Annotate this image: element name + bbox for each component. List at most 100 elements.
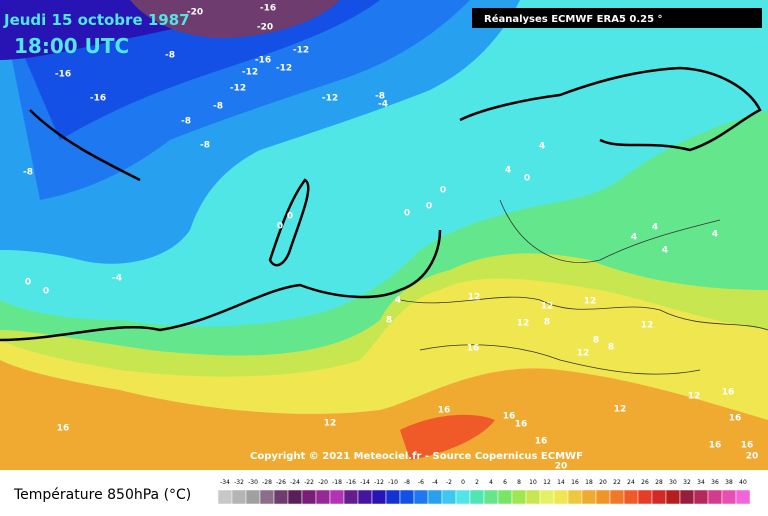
legend-tick-label: -10	[388, 479, 398, 486]
legend-tick-label: 12	[543, 479, 551, 486]
legend-tick-label: 14	[557, 479, 565, 486]
legend-tick-label: -8	[404, 479, 410, 486]
contour-label: -12	[322, 94, 338, 104]
contour-label: 0	[287, 212, 293, 222]
contour-label: -16	[260, 4, 276, 14]
legend-tick-label: -2	[446, 479, 452, 486]
contour-label: 0	[43, 287, 49, 297]
contour-label: -16	[90, 94, 106, 104]
legend-swatch	[721, 489, 737, 505]
contour-label: 4	[539, 142, 545, 152]
legend-tick-label: 22	[613, 479, 621, 486]
contour-label: 16	[709, 441, 722, 451]
legend-swatch	[567, 489, 583, 505]
legend-tick-label: 26	[641, 479, 649, 486]
legend-tick-label: 30	[669, 479, 677, 486]
legend-swatch	[497, 489, 513, 505]
legend-swatch	[539, 489, 555, 505]
contour-label: 8	[544, 318, 550, 328]
legend-swatch	[315, 489, 331, 505]
contour-label: 12	[688, 392, 701, 402]
legend-tick-label: -4	[432, 479, 438, 486]
legend-tick-label: -16	[346, 479, 356, 486]
contour-label: 12	[614, 405, 627, 415]
legend-swatch	[441, 489, 457, 505]
contour-label: 16	[503, 412, 516, 422]
contour-label: 0	[25, 278, 31, 288]
contour-label: -12	[230, 84, 246, 94]
temperature-field	[0, 0, 768, 470]
legend-swatch	[329, 489, 345, 505]
legend-tick-label: -34	[220, 479, 230, 486]
contour-label: -20	[187, 8, 203, 18]
legend-swatch	[637, 489, 653, 505]
legend-tick-label: 16	[571, 479, 579, 486]
legend-tick-label: -14	[360, 479, 370, 486]
legend-swatch	[371, 489, 387, 505]
contour-label: -8	[375, 92, 385, 102]
contour-label: 4	[652, 223, 658, 233]
legend-swatch	[623, 489, 639, 505]
contour-label: 20	[555, 462, 568, 472]
country-borders	[399, 199, 768, 375]
contour-label: -16	[255, 56, 271, 66]
contour-label: 16	[57, 424, 70, 434]
contour-label: 8	[608, 343, 614, 353]
legend-tick-label: -20	[318, 479, 328, 486]
legend-tick-label: -18	[332, 479, 342, 486]
legend-swatch	[735, 489, 751, 505]
legend-swatch	[679, 489, 695, 505]
legend-tick-label: 4	[489, 479, 493, 486]
legend-tick-label: 6	[503, 479, 507, 486]
legend-swatch	[343, 489, 359, 505]
contour-label: 8	[593, 336, 599, 346]
contour-label: 12	[584, 297, 597, 307]
contour-label: -16	[55, 70, 71, 80]
legend-tick-label: -24	[290, 479, 300, 486]
title: Jeudi 15 octobre 1987	[3, 11, 190, 29]
legend-swatch	[357, 489, 373, 505]
legend-tick-label: -26	[276, 479, 286, 486]
legend-tick-label: 8	[517, 479, 521, 486]
legend-swatch	[245, 489, 261, 505]
legend-swatch	[595, 489, 611, 505]
legend-tick-label: 28	[655, 479, 663, 486]
legend-tick-label: 24	[627, 479, 635, 486]
legend-tick-label: 20	[599, 479, 607, 486]
contour-label: -8	[165, 51, 175, 61]
contour-label: -4	[112, 274, 122, 284]
contour-label: 4	[662, 246, 668, 256]
legend-tick-label: -28	[262, 479, 272, 486]
legend-scale: -34 -32 -30 -28 -26 -24 -22 -20 -18 -16 -14 -12 -10-…	[217, 479, 751, 505]
contour-label: 16	[467, 344, 480, 354]
source-box	[472, 8, 762, 28]
legend-tick-label: -6	[418, 479, 424, 486]
legend-swatch	[231, 489, 247, 505]
contour-label: 4	[505, 166, 511, 176]
contour-label: -12	[276, 64, 292, 74]
copyright: Copyright © 2021 Meteociel.fr - Source C…	[250, 451, 583, 462]
legend-tick-label: 36	[711, 479, 719, 486]
contour-labels: -20 -16-20-12-8 -16-12-12-16-12-16 -12 -8-4-…	[23, 4, 758, 472]
legend-tick-label: 40	[739, 479, 747, 486]
legend-swatch	[287, 489, 303, 505]
coastlines	[0, 66, 762, 342]
contour-label: 16	[722, 388, 735, 398]
contour-label: -8	[181, 117, 191, 127]
contour-label: 8	[386, 316, 392, 326]
legend-title: Température 850hPa (°C)	[13, 487, 191, 503]
contour-label: -12	[293, 46, 309, 56]
contour-label: 20	[746, 452, 759, 462]
legend-swatch	[273, 489, 289, 505]
legend-swatch	[399, 489, 415, 505]
contour-label: 16	[729, 414, 742, 424]
legend-swatch	[259, 489, 275, 505]
legend-tick-label: 2	[475, 479, 479, 486]
legend-tick-label: 0	[461, 479, 465, 486]
contour-label: 0	[404, 209, 410, 219]
contour-label: 16	[741, 441, 754, 451]
legend-tick-label: 18	[585, 479, 593, 486]
legend-swatch	[469, 489, 485, 505]
legend-tick-label: -30	[248, 479, 258, 486]
